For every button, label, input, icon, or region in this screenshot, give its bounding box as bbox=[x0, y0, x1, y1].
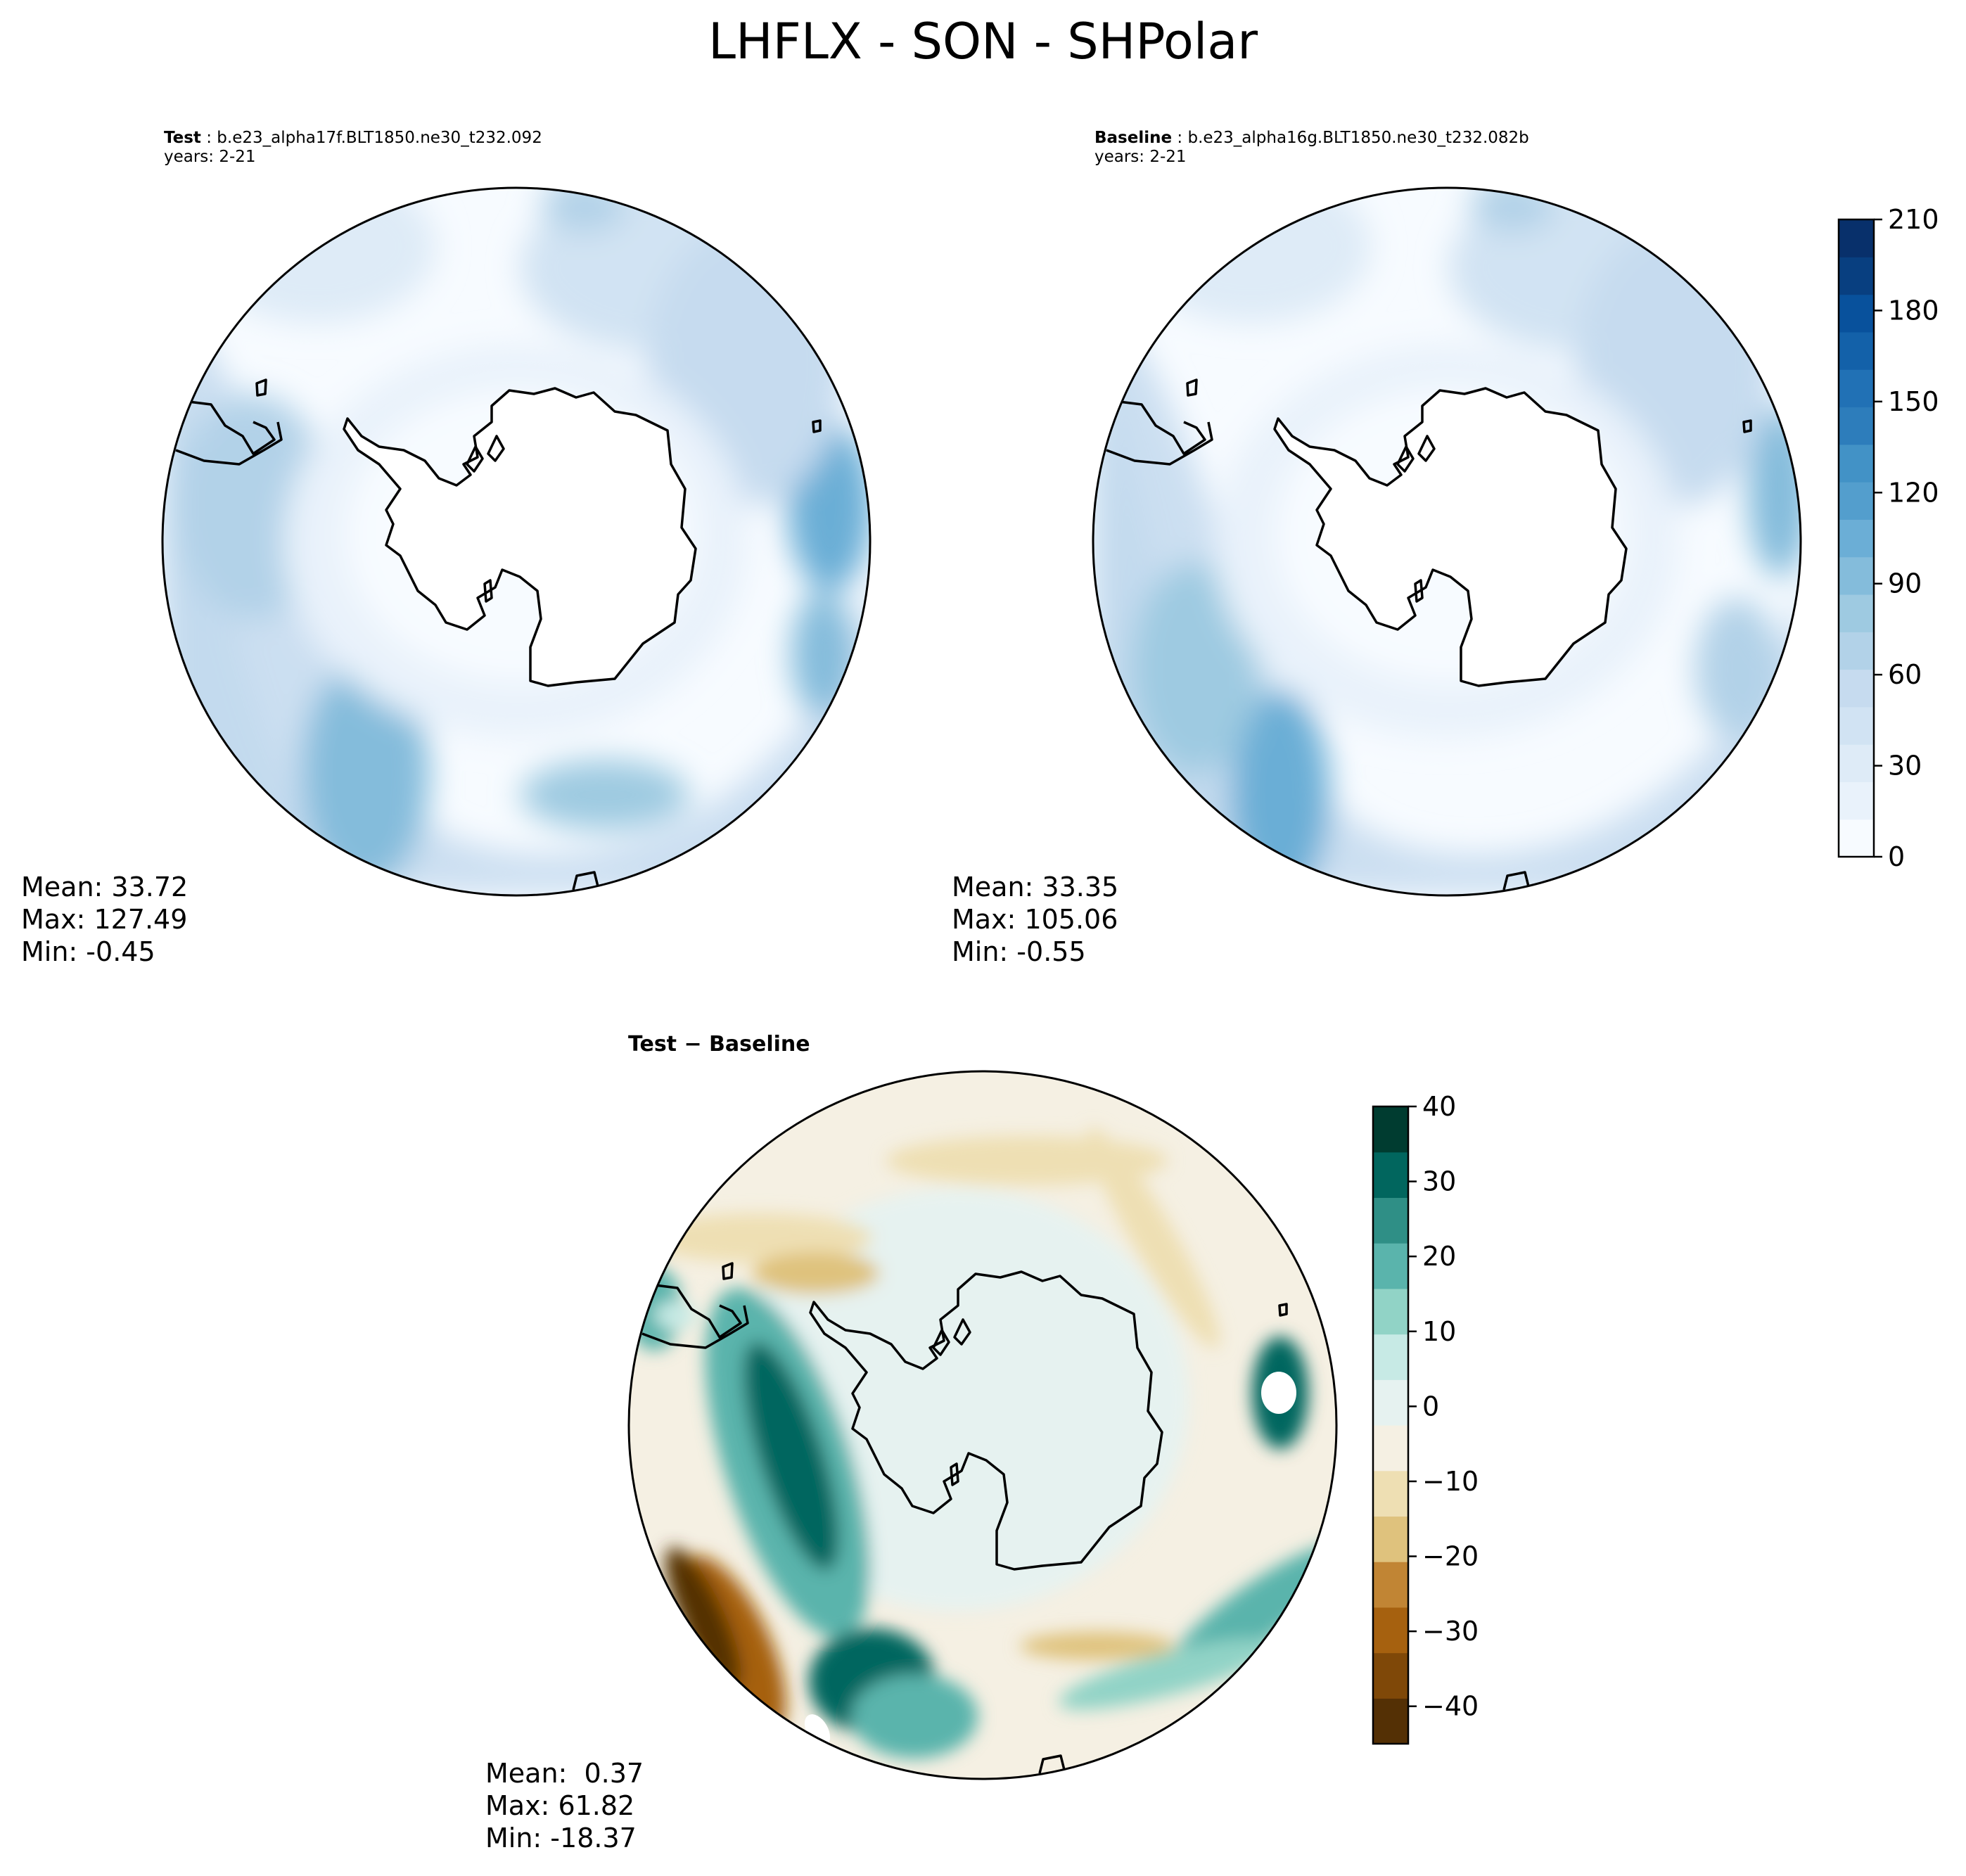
diff-mean: Mean: 0.37 bbox=[485, 1758, 644, 1789]
figure-title: LHFLX - SON - SHPolar bbox=[708, 13, 1258, 70]
diff-map-border bbox=[627, 1070, 1338, 1780]
cbar-diff-frame bbox=[1372, 1105, 1410, 1745]
baseline-title-case: b.e23_alpha16g.BLT1850.ne30_t232.082b bbox=[1187, 129, 1529, 147]
test-stats: Mean: 33.72 Max: 127.49 Min: -0.45 bbox=[21, 871, 188, 968]
cbar-abs-tick-label-5: 150 bbox=[1888, 386, 1939, 417]
cbar-diff-tick-label-6: 20 bbox=[1422, 1241, 1456, 1272]
cbar-diff-swatch-5 bbox=[1373, 1470, 1408, 1517]
test-map-border bbox=[161, 186, 872, 897]
cbar-abs-tick-label-3: 90 bbox=[1888, 568, 1922, 599]
diff-max: Max: 61.82 bbox=[485, 1790, 635, 1821]
test-title-case: b.e23_alpha17f.BLT1850.ne30_t232.092 bbox=[217, 129, 542, 147]
diff-panel-title: Test − Baseline bbox=[628, 1032, 810, 1057]
cbar-abs-swatch-15 bbox=[1839, 257, 1874, 295]
cbar-diff-swatch-3 bbox=[1373, 1562, 1408, 1608]
cbar-abs-swatch-5 bbox=[1839, 632, 1874, 670]
cbar-abs-tick-label-0: 0 bbox=[1888, 841, 1905, 872]
baseline-min: Min: -0.55 bbox=[952, 936, 1086, 967]
cbar-diff-tick-label-7: 30 bbox=[1422, 1166, 1456, 1197]
test-title-label: Test bbox=[164, 129, 201, 147]
cbar-diff-swatch-6 bbox=[1373, 1425, 1408, 1472]
baseline-title-years: years: 2-21 bbox=[1094, 148, 1187, 166]
test-coastlines bbox=[175, 378, 822, 891]
cbar-diff-swatch-7 bbox=[1373, 1379, 1408, 1426]
cbar-abs-swatch-16 bbox=[1839, 219, 1874, 257]
cbar-diff-swatch-2 bbox=[1373, 1607, 1408, 1654]
cbar-abs-swatch-11 bbox=[1839, 407, 1874, 445]
cbar-abs-swatch-12 bbox=[1839, 369, 1874, 408]
cbar-abs-swatch-7 bbox=[1839, 556, 1874, 595]
cbar-abs-tick-label-7: 210 bbox=[1888, 204, 1939, 235]
cbar-diff-swatch-10 bbox=[1373, 1243, 1408, 1289]
baseline-title-label: Baseline bbox=[1094, 129, 1173, 147]
cbar-diff-tick-label-8: 40 bbox=[1422, 1091, 1456, 1122]
cbar-diff-tick-label-1: −30 bbox=[1422, 1616, 1479, 1647]
diff-coastlines bbox=[641, 1262, 1288, 1774]
test-map-panel bbox=[161, 186, 872, 897]
baseline-coastlines bbox=[1106, 378, 1752, 891]
cbar-abs-swatch-6 bbox=[1839, 594, 1874, 632]
cbar-abs-swatch-10 bbox=[1839, 444, 1874, 483]
cbar-diff-tick-label-2: −20 bbox=[1422, 1541, 1479, 1572]
test-max: Max: 127.49 bbox=[21, 904, 188, 935]
baseline-map-border bbox=[1092, 186, 1802, 897]
cbar-abs-tick-label-6: 180 bbox=[1888, 295, 1939, 326]
diff-title-label: Test − Baseline bbox=[628, 1032, 810, 1057]
cbar-abs-swatch-2 bbox=[1839, 744, 1874, 783]
cbar-abs-tick-label-1: 30 bbox=[1888, 751, 1922, 781]
cbar-diff-swatch-11 bbox=[1373, 1197, 1408, 1244]
cbar-abs-swatch-13 bbox=[1839, 331, 1874, 370]
cbar-diff-tick-label-4: 0 bbox=[1422, 1391, 1439, 1422]
cbar-abs-tick-label-4: 120 bbox=[1888, 477, 1939, 508]
cbar-diff-swatch-8 bbox=[1373, 1334, 1408, 1380]
cbar-abs-swatch-4 bbox=[1839, 669, 1874, 708]
cbar-diff-swatch-4 bbox=[1373, 1516, 1408, 1562]
cbar-abs-swatch-9 bbox=[1839, 482, 1874, 520]
cbar-diff-swatch-9 bbox=[1373, 1288, 1408, 1335]
cbar-diff-tick-label-0: −40 bbox=[1422, 1691, 1479, 1722]
test-min: Min: -0.45 bbox=[21, 936, 155, 967]
baseline-max: Max: 105.06 bbox=[952, 904, 1118, 935]
cbar-abs-swatch-14 bbox=[1839, 294, 1874, 333]
cbar-abs-swatch-1 bbox=[1839, 781, 1874, 820]
diff-min: Min: -18.37 bbox=[485, 1823, 637, 1853]
test-title-years: years: 2-21 bbox=[164, 148, 256, 166]
cbar-abs-tick-label-2: 60 bbox=[1888, 659, 1922, 690]
diff-map-field bbox=[629, 1128, 1336, 1759]
baseline-stats: Mean: 33.35 Max: 105.06 Min: -0.55 bbox=[952, 871, 1118, 968]
cbar-diff-tick-label-3: −10 bbox=[1422, 1466, 1479, 1497]
baseline-map-panel bbox=[1092, 186, 1802, 897]
diff-map-panel bbox=[627, 1070, 1338, 1780]
cbar-abs-swatch-0 bbox=[1839, 819, 1874, 857]
abs-colorbar: 0 30 60 90 120 150 180 210 bbox=[1837, 204, 1939, 872]
baseline-mean: Mean: 33.35 bbox=[952, 872, 1119, 902]
cbar-diff-swatch-1 bbox=[1373, 1652, 1408, 1699]
cbar-abs-swatch-8 bbox=[1839, 519, 1874, 558]
cbar-diff-swatch-12 bbox=[1373, 1151, 1408, 1199]
cbar-diff-swatch-0 bbox=[1373, 1698, 1408, 1744]
cbar-abs-swatch-3 bbox=[1839, 706, 1874, 745]
diff-stats: Mean: 0.37 Max: 61.82 Min: -18.37 bbox=[485, 1757, 644, 1854]
baseline-panel-title: Baseline : b.e23_alpha16g.BLT1850.ne30_t… bbox=[1094, 129, 1529, 166]
cbar-diff-tick-label-5: 10 bbox=[1422, 1316, 1456, 1347]
cbar-diff-swatch-13 bbox=[1373, 1106, 1408, 1153]
test-panel-title: Test : b.e23_alpha17f.BLT1850.ne30_t232.… bbox=[164, 129, 542, 166]
diff-colorbar: −40 −30 −20 −10 0 10 20 30 40 bbox=[1372, 1091, 1479, 1745]
test-mean: Mean: 33.72 bbox=[21, 872, 189, 902]
cbar-abs-frame bbox=[1837, 218, 1875, 858]
